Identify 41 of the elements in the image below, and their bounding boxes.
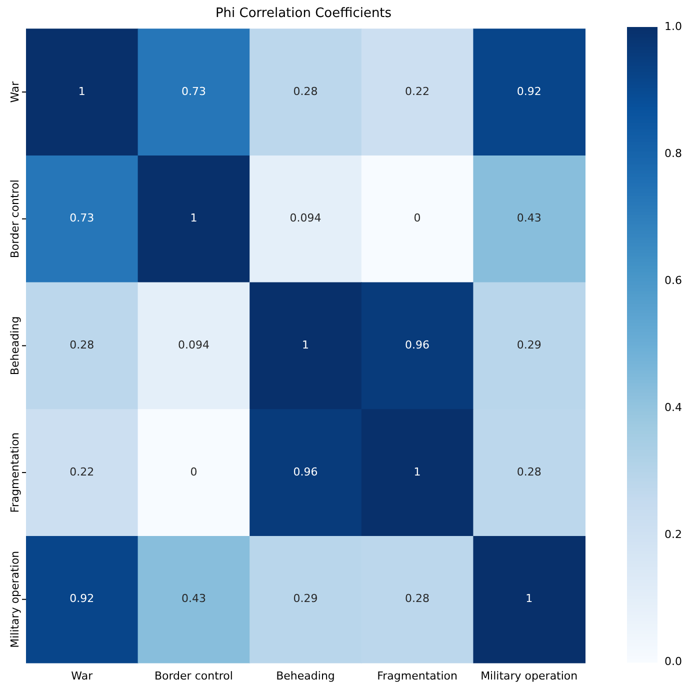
y-tick-label: Fragmentation (8, 432, 22, 513)
data-label: 0.28 (293, 84, 318, 98)
data-label: 1 (526, 592, 533, 606)
color-bar-label: 0.6 (664, 274, 682, 287)
data-label: 1 (190, 212, 198, 225)
data-label: 0.29 (516, 338, 542, 352)
data-label: 0.28 (516, 465, 542, 478)
data-label: 0.92 (70, 592, 94, 606)
color-bar-label: 0.8 (664, 146, 682, 160)
data-label: 0.43 (181, 592, 206, 606)
data-label: 0 (414, 212, 421, 225)
y-tick-label: War (8, 80, 22, 103)
data-label: 0.29 (293, 592, 318, 606)
x-tick-label: War (71, 669, 94, 682)
data-label: 0.73 (181, 84, 206, 98)
data-label: 0.43 (516, 212, 542, 225)
color-bar-label: 0.0 (664, 654, 682, 668)
color-bar-label: 0.4 (664, 400, 682, 414)
data-label: 0.22 (405, 84, 430, 98)
y-tick-label: Beheading (8, 316, 22, 376)
data-label: 1 (302, 338, 309, 352)
y-tick-label: Border control (8, 180, 22, 258)
data-label: 0.92 (516, 84, 542, 98)
data-label: 0.28 (405, 592, 430, 606)
data-label: 0.73 (70, 212, 94, 225)
data-label: 1 (414, 465, 421, 478)
data-label: 0.094 (290, 212, 322, 225)
color-bar-label: 1.0 (664, 20, 682, 33)
data-label: 0 (190, 465, 198, 478)
chart-title: Phi Correlation Coefficients (215, 6, 392, 22)
data-label: 0.28 (70, 338, 94, 352)
x-tick-label: Beheading (276, 669, 335, 682)
color-bar-label: 0.2 (664, 528, 682, 541)
data-label: 0.094 (178, 338, 210, 352)
data-label: 0.22 (70, 465, 94, 478)
data-label: 1 (78, 84, 86, 98)
data-label: 0.96 (293, 465, 318, 478)
x-tick-label: Border control (154, 669, 233, 682)
x-tick-label: Military operation (480, 669, 578, 682)
data-label: 0.96 (405, 338, 430, 352)
x-tick-label: Fragmentation (377, 669, 458, 682)
